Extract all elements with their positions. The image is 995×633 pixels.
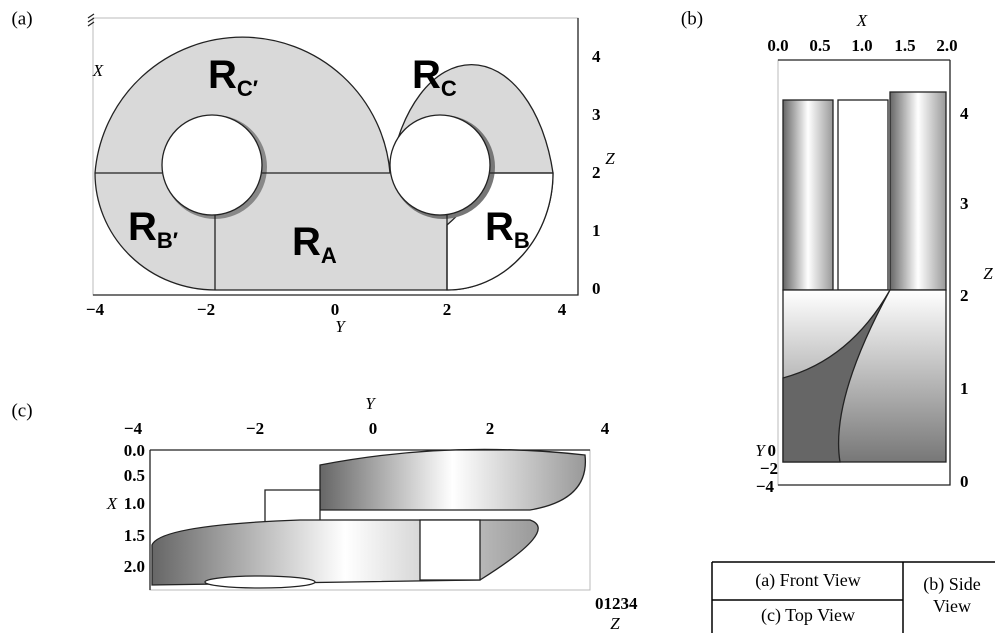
tick-label: 2 <box>592 163 601 182</box>
region-main: R <box>208 53 237 97</box>
tick-label: 0 <box>592 279 601 298</box>
tick-label: 2 <box>486 419 495 438</box>
panel-label: (a) <box>11 8 32 29</box>
tick-label: 1.5 <box>124 526 145 545</box>
tick-label: 2 <box>443 300 452 319</box>
tick-label: 0 <box>369 419 378 438</box>
axis-label: Z <box>983 264 993 283</box>
tick-label: −4 <box>756 477 775 496</box>
figure: (a)(b)(c)−4−202401234YXZRC′RCRB′RARB0.00… <box>0 0 995 633</box>
region-sub: A <box>321 243 337 268</box>
table-cell: (c) Top View <box>761 605 855 626</box>
axis-label: Z <box>610 614 620 633</box>
tick-label: 1.5 <box>894 36 915 55</box>
region-main: R <box>412 53 441 97</box>
tick-label: −2 <box>760 459 778 478</box>
tick-label: 4 <box>960 104 969 123</box>
tick-label: 0.0 <box>124 441 145 460</box>
wall <box>838 100 888 290</box>
cell-line: View <box>933 596 971 616</box>
wall <box>420 520 480 580</box>
axis-label: Z <box>605 149 615 168</box>
tick-label: 0.5 <box>809 36 830 55</box>
tick-label: 2.0 <box>124 557 145 576</box>
panel-label: (b) <box>681 8 703 29</box>
tick-label: 1 <box>592 221 601 240</box>
hole <box>205 576 315 588</box>
tick-label: 0 <box>768 441 777 460</box>
tick-label: 1.0 <box>851 36 872 55</box>
region-main: R <box>292 220 321 264</box>
tick-label: 3 <box>960 194 969 213</box>
panel-label: (c) <box>11 400 32 421</box>
region-sub: C <box>441 76 457 101</box>
tick-label: −2 <box>246 419 264 438</box>
axis-label: X <box>92 61 104 80</box>
axis-label: Y <box>335 317 346 336</box>
axis-label: X <box>856 11 868 30</box>
tick-label: −4 <box>86 300 105 319</box>
cell-line: (b) Side <box>923 574 981 595</box>
axis-label: Y <box>365 394 376 413</box>
tick-label: 3 <box>592 105 601 124</box>
wall <box>890 92 946 290</box>
table-cell: (a) Front View <box>755 570 861 591</box>
region-sub: C′ <box>237 76 258 101</box>
hole <box>162 115 262 215</box>
axis-label: Y <box>755 441 766 460</box>
region-main: R <box>485 205 514 249</box>
wall <box>783 100 833 290</box>
region-sub: B <box>514 228 530 253</box>
region-sub: B′ <box>157 228 178 253</box>
axis-label: X <box>106 494 118 513</box>
hole <box>390 115 490 215</box>
region-label: RC <box>412 53 457 101</box>
tick-label: −2 <box>197 300 215 319</box>
tick-label: −4 <box>124 419 143 438</box>
ring-upper <box>320 449 585 510</box>
tick-label: 0 <box>960 472 969 491</box>
region-main: R <box>128 205 157 249</box>
tick-label: 01234 <box>595 594 638 613</box>
tick-label: 4 <box>558 300 567 319</box>
tick-label: 2.0 <box>936 36 957 55</box>
tick-label: 0.0 <box>767 36 788 55</box>
tick-label: 1.0 <box>124 494 145 513</box>
tick-label: 4 <box>601 419 610 438</box>
tick-label: 2 <box>960 286 969 305</box>
tick-label: 0.5 <box>124 466 145 485</box>
drawings <box>88 14 995 633</box>
tick-label: 1 <box>960 379 969 398</box>
tick-label: 4 <box>592 47 601 66</box>
